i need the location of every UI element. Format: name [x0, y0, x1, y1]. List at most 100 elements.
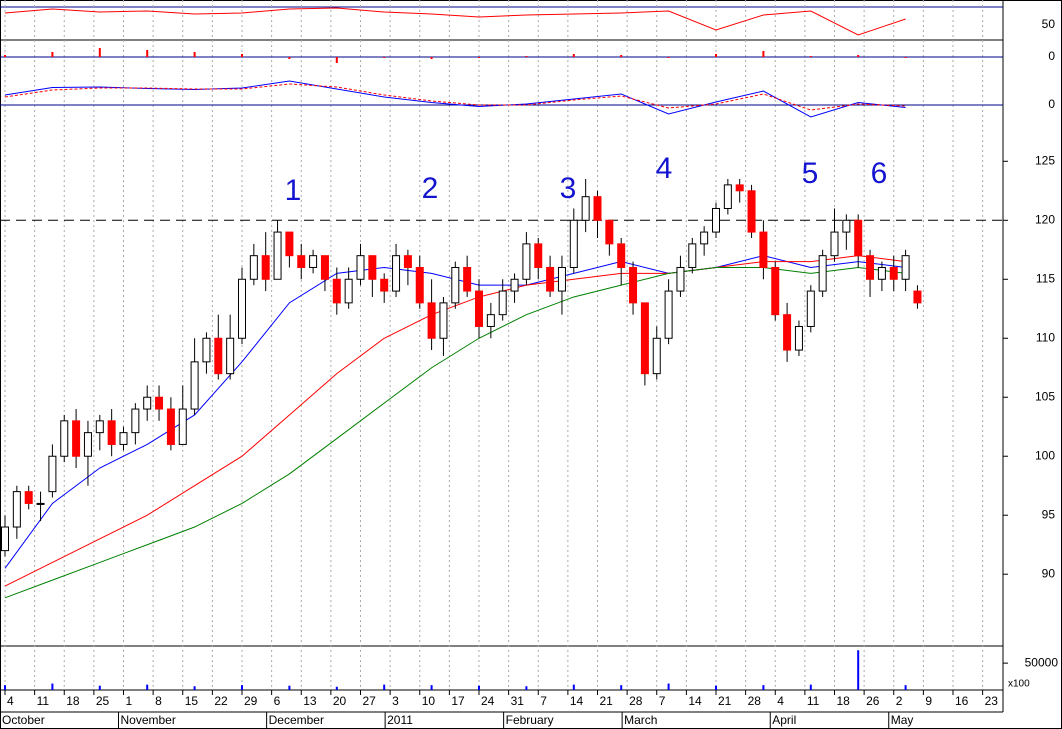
candle-body: [546, 266, 555, 292]
month-label: December: [269, 713, 324, 727]
x-tick-label: 7: [540, 694, 547, 708]
candle-body: [877, 266, 886, 280]
candle-body: [332, 278, 341, 304]
candle-body: [629, 266, 638, 304]
annotation: 5: [802, 157, 819, 190]
macd-line: [4, 83, 906, 111]
candle-body: [261, 255, 270, 280]
volume-bar: [288, 685, 291, 690]
x-tick-label: 16: [955, 694, 969, 708]
y-tick-label: 95: [1042, 507, 1056, 521]
histogram-bar: [715, 54, 717, 57]
x-tick-label: 20: [333, 694, 347, 708]
x-tick-label: 22: [214, 694, 228, 708]
x-tick-label: 28: [629, 694, 643, 708]
candle-body: [297, 255, 306, 268]
volume-bar: [430, 685, 433, 690]
annotation: 3: [560, 172, 577, 205]
y-tick-label: 0: [1048, 97, 1055, 111]
candle-body: [723, 184, 732, 209]
volume-bar: [667, 683, 670, 690]
x-tick-label: 10: [422, 694, 436, 708]
candle-body: [107, 420, 116, 445]
candle-body: [901, 255, 910, 280]
candle-body: [830, 231, 839, 257]
x-tick-label: 29: [244, 694, 258, 708]
x-tick-label: 14: [570, 694, 584, 708]
candle-body: [676, 266, 685, 292]
candle-body: [605, 219, 614, 245]
candle-body: [119, 432, 128, 445]
volume-bar: [98, 685, 101, 690]
candle-body: [700, 231, 709, 245]
candle-body: [854, 219, 863, 257]
candle-body: [913, 290, 922, 304]
macd-line: [4, 80, 906, 118]
candle-body: [12, 491, 21, 528]
candle-body: [783, 314, 792, 351]
candle-body: [818, 255, 827, 292]
candle-body: [285, 231, 294, 257]
candle-body: [593, 196, 602, 221]
x-tick-label: 17: [451, 694, 465, 708]
histogram-bar: [857, 55, 860, 57]
x-tick-label: 25: [96, 694, 110, 708]
candle-body: [486, 314, 495, 327]
candle-body: [83, 432, 92, 457]
candle-body: [889, 266, 898, 280]
month-label: October: [2, 713, 45, 727]
candle-body: [427, 302, 436, 339]
candle-body: [415, 266, 424, 304]
candle-body: [463, 266, 472, 292]
histogram-bar: [288, 57, 291, 59]
y-tick-label: 0: [1048, 49, 1055, 63]
y-tick-label: 115: [1036, 271, 1055, 285]
histogram-bar: [4, 55, 6, 57]
y-tick-label: 90: [1042, 566, 1056, 580]
volume-bar: [146, 684, 149, 690]
candle-body: [439, 302, 448, 339]
candle-body: [36, 502, 45, 505]
month-label: March: [624, 713, 657, 727]
candle-body: [510, 278, 519, 292]
candle-body: [451, 266, 460, 304]
candle-body: [143, 396, 152, 410]
candle-body: [368, 255, 377, 280]
x-tick-label: 3: [392, 694, 399, 708]
candle-body: [178, 408, 187, 445]
candle-body: [273, 231, 282, 280]
moving-average: [4, 266, 906, 599]
histogram-bar: [762, 51, 765, 57]
volume-bar: [335, 686, 338, 690]
histogram-bar: [193, 52, 196, 57]
histogram-bar: [335, 57, 338, 63]
month-label: November: [121, 713, 176, 727]
histogram-bar: [667, 57, 670, 58]
candle-body: [95, 420, 104, 434]
candle-body: [806, 290, 815, 327]
volume-bar: [857, 650, 860, 690]
x-tick-label: 23: [985, 694, 999, 708]
histogram-bar: [904, 57, 907, 58]
y-tick-label: 50: [1042, 17, 1056, 31]
candle-body: [557, 266, 566, 292]
candle-body: [403, 255, 412, 268]
volume-bar: [4, 685, 6, 690]
volume-bar: [193, 686, 196, 690]
histogram-bar: [525, 56, 528, 57]
y-tick-label: 120: [1035, 212, 1055, 226]
volume-bar: [525, 686, 528, 690]
annotation: 2: [422, 172, 439, 205]
candle-body: [688, 243, 697, 268]
volume-bar: [809, 684, 812, 690]
candle-body: [320, 255, 329, 280]
x-tick-label: 18: [66, 694, 80, 708]
candle-body: [24, 491, 33, 504]
x-tick-label: 18: [837, 694, 851, 708]
y-tick-label: 125: [1035, 153, 1055, 167]
candle-body: [617, 243, 626, 268]
candle-body: [581, 196, 590, 221]
x-tick-label: 21: [600, 694, 614, 708]
candle-body: [498, 290, 507, 316]
month-label: April: [772, 713, 796, 727]
